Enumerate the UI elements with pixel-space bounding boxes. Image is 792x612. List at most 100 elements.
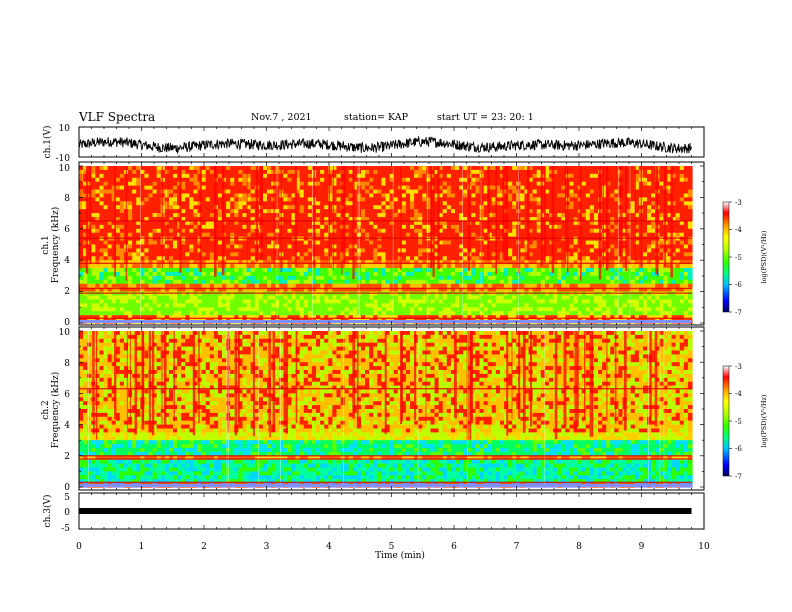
spectrogram-cell	[283, 189, 289, 195]
spectrogram-cell	[246, 181, 252, 187]
spectrogram-cell	[536, 236, 542, 242]
spectrogram-cell	[189, 220, 195, 226]
spectrogram-cell	[426, 173, 432, 179]
spectrogram-cell	[548, 213, 554, 218]
spectrogram-cell	[573, 244, 579, 250]
spectrogram-cell	[103, 177, 109, 183]
spectrogram-cell	[393, 271, 399, 277]
spectrogram-cell	[115, 213, 121, 218]
spectrogram-cell	[475, 197, 481, 202]
spectrogram-cell	[307, 209, 313, 214]
spectrogram-cell	[303, 197, 309, 202]
spectrogram-cell	[95, 173, 101, 179]
spectrogram-cell	[573, 185, 579, 191]
spectrogram-cell	[401, 252, 407, 257]
spectrogram-cell	[217, 189, 223, 195]
spectrogram-cell	[483, 252, 489, 257]
spectrogram-cell	[418, 213, 423, 218]
spectrogram-cell	[262, 217, 268, 222]
spectrogram-cell	[659, 268, 664, 273]
spectrogram-cell	[663, 287, 669, 293]
spectrogram-cell	[128, 197, 133, 202]
spectrogram-cell	[271, 256, 276, 261]
spectrogram-cell	[295, 244, 301, 250]
spectrogram-cell	[164, 181, 170, 187]
spectrogram-cell	[238, 201, 244, 206]
spectrogram-cell	[385, 220, 391, 226]
spectrogram-cell	[275, 213, 280, 218]
spectrogram-cell	[393, 189, 399, 195]
spectrogram-cell	[352, 217, 358, 222]
spectrogram-cell	[422, 201, 427, 206]
spectrogram-cell	[95, 240, 101, 246]
spectrogram-cell	[181, 271, 186, 277]
spectrogram-cell	[242, 213, 248, 218]
spectrogram-cell	[659, 236, 664, 242]
spectrogram-cell	[307, 268, 313, 273]
spectrogram-cell	[287, 271, 293, 277]
spectrogram-cell	[687, 177, 693, 183]
spectrogram-cell	[336, 283, 342, 289]
spectrogram-cell	[181, 287, 186, 293]
spectrogram-cell	[193, 260, 199, 265]
spectrogram-cell	[291, 173, 297, 179]
spectrogram-cell	[324, 232, 329, 238]
spectrogram-cell	[475, 224, 481, 230]
spectrogram-cell	[103, 201, 109, 206]
spectrogram-cell	[128, 236, 133, 242]
spectrogram-cell	[172, 217, 178, 222]
spectrogram-cell	[410, 220, 415, 226]
spectrogram-cell	[634, 279, 640, 285]
spectrogram-cell	[622, 283, 628, 289]
spectrogram-cell	[454, 181, 460, 187]
spectrogram-cell	[487, 177, 493, 183]
spectrogram-cell	[226, 209, 231, 214]
spectrogram-cell	[217, 228, 223, 234]
spectrogram-cell	[508, 201, 513, 206]
spectrogram-cell	[115, 240, 121, 246]
spectrogram-cell	[520, 197, 526, 202]
spectrogram-cell	[201, 224, 207, 230]
spectrogram-cell	[369, 205, 374, 210]
spectrogram-cell	[414, 166, 419, 171]
spectrogram-cell	[495, 260, 501, 265]
spectrogram-cell	[471, 209, 477, 214]
spectrogram-cell	[385, 201, 391, 206]
spectrogram-cell	[618, 275, 624, 281]
spectrogram-cell	[340, 279, 346, 285]
spectrogram-cell	[107, 252, 113, 257]
spectrogram-cell	[320, 232, 325, 238]
spectrogram-cell	[389, 236, 395, 242]
spectrogram-cell	[209, 193, 215, 198]
spectrogram-cell	[107, 228, 113, 234]
spectrogram-cell	[217, 248, 223, 253]
spectrogram-cell	[397, 169, 403, 175]
spectrogram-cell	[140, 205, 145, 210]
spectrogram-cell	[450, 166, 456, 171]
spectrogram-cell	[593, 177, 599, 183]
spectrogram-cell	[630, 260, 636, 265]
spectrogram-cell	[275, 232, 280, 238]
spectrogram-cell	[377, 213, 383, 218]
spectrogram-cell	[156, 173, 162, 179]
spectrogram-cell	[475, 177, 481, 183]
spectrogram-cell	[602, 252, 607, 257]
spectrogram-cell	[553, 213, 558, 218]
spectrogram-cell	[299, 213, 305, 218]
spectrogram-cell	[360, 209, 366, 214]
spectrogram-cell	[389, 220, 395, 226]
spectrogram-cell	[168, 236, 174, 242]
spectrogram-cell	[303, 268, 309, 273]
spectrogram-cell	[193, 201, 199, 206]
spectrogram-cell	[254, 279, 260, 285]
spectrogram-cell	[136, 271, 141, 277]
spectrogram-cell	[103, 264, 109, 269]
spectrogram-cell	[295, 275, 301, 281]
spectrogram-cell	[405, 260, 411, 265]
spectrogram-cell	[499, 189, 505, 195]
spectrogram-cell	[136, 283, 141, 289]
spectrogram-cell	[679, 252, 685, 257]
spectrogram-cell	[483, 166, 489, 171]
spectrogram-cell	[303, 201, 309, 206]
spectrogram-cell	[103, 209, 109, 214]
